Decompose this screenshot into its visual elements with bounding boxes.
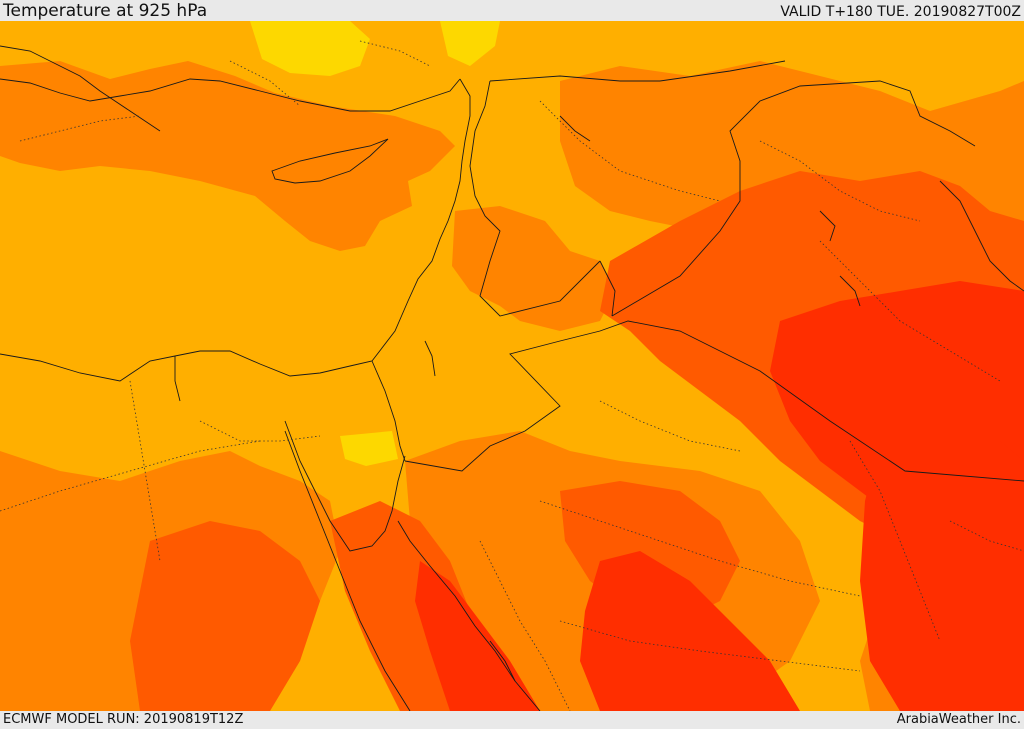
- temp-zone-red-redsea: [415, 561, 540, 711]
- temp-zone-red-arabia: [580, 551, 800, 711]
- valid-time-label: VALID T+180 TUE. 20190827T00Z: [780, 4, 1021, 20]
- coastlines: [0, 45, 1024, 711]
- temp-zone-light-yellow-north2: [440, 21, 500, 66]
- credit-label: ArabiaWeather Inc.: [896, 712, 1021, 727]
- map-footer: ECMWF MODEL RUN: 20190819T12Z ArabiaWeat…: [0, 711, 1024, 729]
- map-canvas: [0, 21, 1024, 711]
- internal-boundaries: [0, 40, 1024, 711]
- temp-zone-red-southeast: [860, 421, 1024, 711]
- temp-zone-orange-east: [560, 61, 1024, 271]
- map-title: Temperature at 925 hPa: [3, 1, 208, 21]
- temp-zone-light-yellow-north: [250, 21, 370, 76]
- temp-zone-dark-orange-egypt-south: [130, 521, 320, 711]
- model-run-label: ECMWF MODEL RUN: 20190819T12Z: [3, 712, 244, 727]
- temp-zone-orange-levant: [452, 206, 615, 331]
- temp-zone-orange-aegean: [0, 61, 455, 251]
- political-borders: [174, 60, 1024, 482]
- temperature-map: [0, 21, 1024, 711]
- map-header: Temperature at 925 hPa VALID T+180 TUE. …: [0, 0, 1024, 21]
- temp-zone-light-yellow-sinai: [340, 431, 398, 466]
